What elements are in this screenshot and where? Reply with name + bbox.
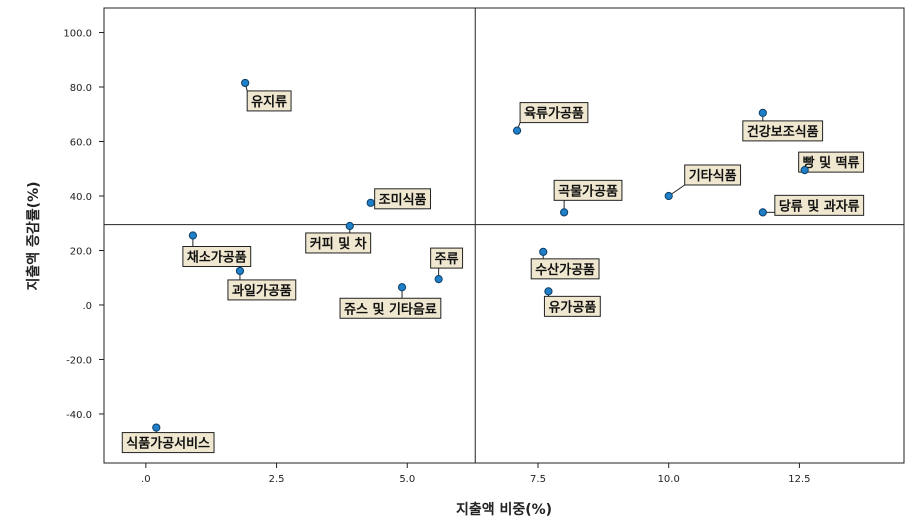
data-point: 주류	[430, 247, 464, 284]
point-marker	[434, 274, 443, 284]
point-label-box	[543, 295, 601, 317]
y-tick-label: 20.0	[70, 246, 92, 257]
point-label: 빵 및 떡류	[803, 155, 860, 171]
data-point: 유지류	[241, 78, 292, 112]
data-point: 기타식품	[664, 164, 742, 201]
point-label: 조미식품	[379, 192, 427, 208]
x-tick-label: 2.5	[269, 474, 285, 485]
point-label: 커피 및 차	[310, 236, 367, 252]
plot-frame	[103, 7, 905, 464]
point-marker	[560, 208, 569, 217]
point-label-box	[519, 102, 589, 124]
x-tick-label: 5.0	[399, 474, 415, 485]
y-tick-label: 60.0	[70, 138, 92, 149]
y-tick-label: 40.0	[70, 192, 92, 203]
point-marker	[366, 198, 375, 207]
y-tick-label: -20.0	[66, 355, 92, 366]
point-marker	[235, 266, 245, 276]
point-label-box	[227, 279, 297, 301]
point-label-box	[684, 164, 742, 186]
x-tick-label: 10.0	[658, 474, 680, 485]
data-point: 과일가공품	[227, 266, 297, 301]
point-marker	[800, 166, 809, 175]
point-marker	[152, 423, 161, 432]
x-tick-label: .0	[141, 474, 151, 485]
x-axis-ticks: .0 2.5 5.0 7.5 10.0 12.5	[141, 463, 811, 485]
point-label: 채소가공품	[187, 251, 247, 266]
point-marker	[544, 287, 553, 296]
point-label-box	[742, 120, 824, 142]
point-label-box	[121, 432, 215, 454]
point-marker	[758, 208, 767, 217]
point-marker	[758, 108, 767, 117]
point-label: 기타식품	[689, 168, 737, 184]
data-point: 곡물가공품	[553, 179, 623, 217]
point-label: 식품가공서비스	[126, 436, 210, 452]
point-marker	[397, 283, 407, 292]
point-marker	[241, 78, 250, 88]
x-axis-title: 지출액 비중(%)	[456, 501, 552, 518]
y-axis-ticks: 100.0 80.0 60.0 40.0 20.0 .0 -20.0 -40.0	[63, 29, 104, 421]
point-marker	[512, 126, 522, 135]
y-tick-label: 80.0	[70, 83, 92, 94]
point-label: 당류 및 과자류	[779, 198, 860, 214]
point-label-box	[530, 258, 600, 280]
point-label: 쥬스 및 기타음료	[344, 301, 437, 317]
y-axis-title: 지출액 증감률(%)	[25, 182, 42, 291]
data-point: 채소가공품	[182, 231, 252, 267]
point-label: 건강보조식품	[747, 124, 819, 140]
point-label-box	[774, 194, 865, 216]
point-label-box	[553, 179, 623, 201]
data-point: 쥬스 및 기타음료	[339, 283, 442, 319]
point-label: 곡물가공품	[558, 184, 618, 199]
point-label-box	[339, 297, 442, 319]
point-label: 주류	[435, 252, 459, 267]
data-point: 식품가공서비스	[121, 423, 215, 454]
y-tick-label: -40.0	[66, 410, 92, 421]
point-marker	[188, 231, 197, 240]
point-label: 육류가공품	[524, 106, 584, 122]
data-point: 조미식품	[366, 188, 432, 210]
point-marker	[345, 221, 354, 231]
point-marker	[539, 247, 548, 256]
point-label-box	[374, 188, 432, 210]
x-tick-label: 7.5	[530, 474, 546, 485]
y-tick-label: .0	[82, 301, 92, 312]
point-label: 유지류	[251, 95, 287, 110]
point-marker	[664, 191, 673, 201]
point-label-box	[430, 247, 464, 269]
data-point: 당류 및 과자류	[758, 194, 865, 217]
data-point: 유가공품	[543, 287, 601, 317]
point-label-box	[182, 246, 252, 267]
data-point: 수산가공품	[530, 247, 600, 280]
point-label-box	[798, 151, 865, 173]
point-label: 유가공품	[548, 300, 596, 315]
data-point: 건강보조식품	[742, 108, 824, 142]
point-label: 과일가공품	[232, 284, 292, 299]
y-tick-label: 100.0	[63, 29, 92, 40]
data-point: 육류가공품	[512, 102, 589, 135]
x-tick-label: 12.5	[788, 474, 810, 485]
data-point: 빵 및 떡류	[798, 151, 865, 175]
point-label: 수산가공품	[535, 262, 595, 278]
data-point: 커피 및 차	[305, 221, 372, 254]
point-label-box	[305, 232, 372, 254]
point-label-box	[246, 90, 292, 112]
